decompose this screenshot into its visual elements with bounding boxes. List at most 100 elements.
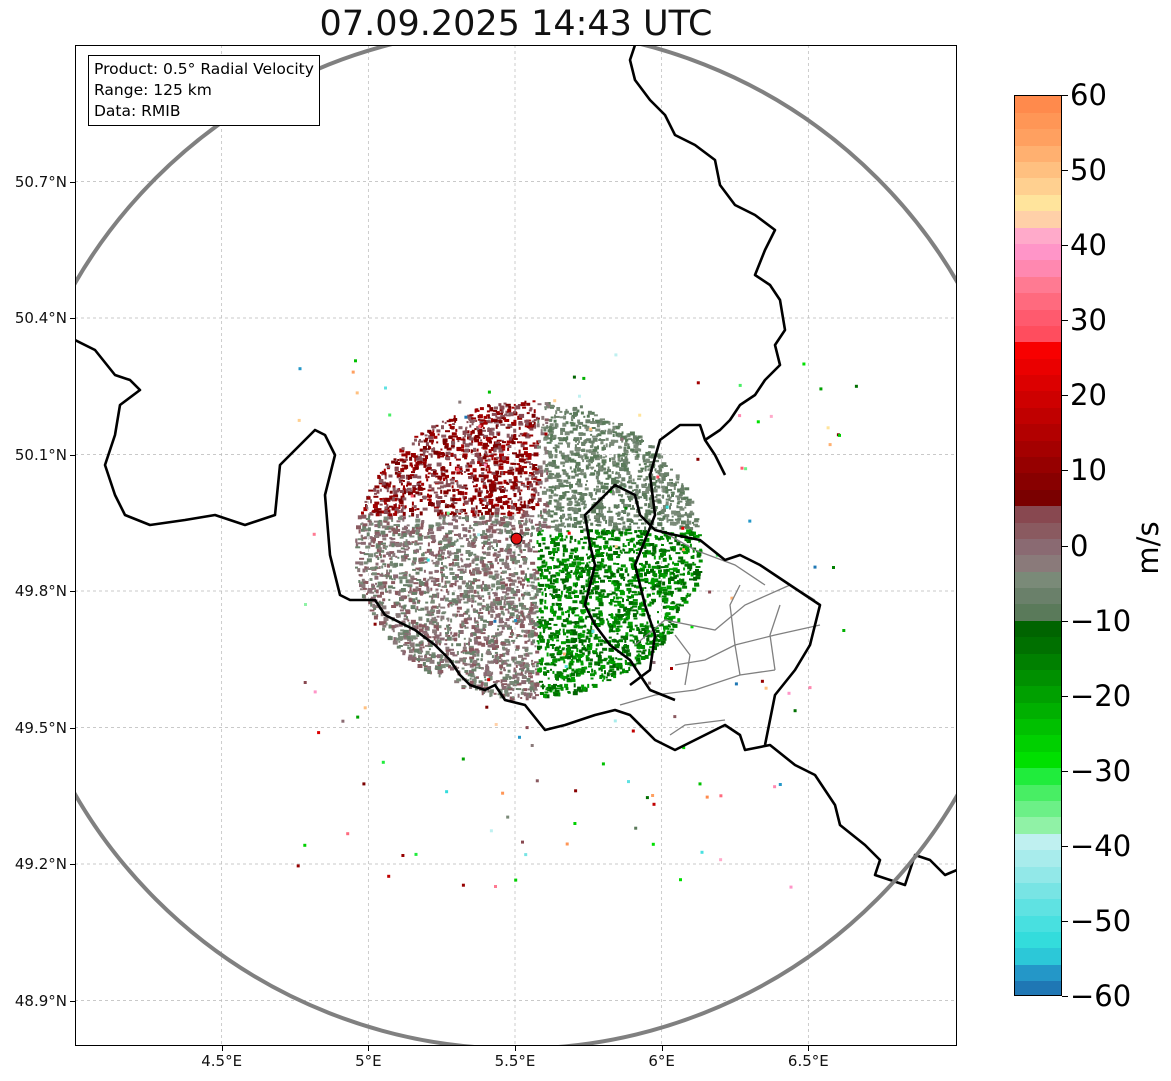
- echo-pixel: [596, 517, 600, 521]
- echo-pixel: [366, 592, 368, 595]
- echo-pixel: [468, 614, 471, 618]
- echo-pixel: [684, 487, 690, 491]
- echo-pixel: [567, 595, 572, 599]
- echo-pixel: [505, 537, 509, 541]
- echo-pixel: [595, 475, 599, 480]
- echo-pixel: [473, 649, 479, 654]
- echo-pixel: [428, 453, 433, 456]
- echo-pixel: [408, 649, 413, 654]
- echo-pixel: [554, 673, 559, 678]
- echo-pixel: [466, 462, 470, 465]
- echo-pixel: [423, 458, 427, 462]
- echo-pixel: [499, 653, 504, 657]
- echo-pixel: [543, 486, 546, 489]
- echo-pixel: [646, 568, 649, 573]
- echo-pixel: [487, 688, 490, 693]
- echo-pixel: [436, 606, 439, 609]
- echo-pixel: [522, 441, 528, 445]
- echo-pixel: [444, 445, 449, 449]
- echo-pixel: [405, 489, 409, 494]
- echo-pixel: [511, 639, 516, 642]
- echo-pixel: [679, 507, 685, 511]
- echo-pixel: [604, 564, 607, 567]
- echo-pixel: [471, 625, 477, 630]
- echo-pixel: [432, 618, 438, 622]
- echo-pixel: [654, 460, 659, 463]
- echo-pixel: [381, 574, 386, 577]
- echo-pixel: [537, 492, 540, 496]
- echo-pixel: [654, 627, 659, 630]
- echo-pixel: [466, 608, 470, 613]
- echo-pixel: [575, 668, 580, 672]
- echo-pixel: [613, 616, 618, 621]
- echo-pixel: [648, 651, 651, 656]
- echo-pixel: [486, 410, 490, 413]
- echo-pixel: [507, 625, 512, 630]
- echo-pixel: [568, 554, 573, 559]
- echo-pixel: [505, 559, 508, 564]
- echo-pixel: [373, 540, 376, 543]
- echo-pixel: [426, 610, 432, 615]
- echo-pixel: [468, 589, 474, 593]
- echo-pixel: [606, 618, 609, 621]
- echo-pixel: [682, 582, 686, 586]
- echo-pixel: [517, 672, 522, 676]
- echo-pixel: [669, 505, 671, 510]
- echo-pixel: [499, 624, 505, 627]
- echo-pixel: [598, 439, 604, 441]
- echo-pixel: [455, 602, 459, 606]
- echo-pixel: [456, 610, 460, 613]
- echo-pixel: [676, 574, 679, 578]
- echo-pixel: [602, 537, 606, 540]
- echo-pixel: [518, 520, 524, 522]
- echo-pixel: [447, 626, 451, 631]
- echo-pixel: [461, 523, 465, 526]
- echo-pixel: [426, 618, 430, 623]
- echo-pixel: [537, 480, 543, 485]
- echo-pixel: [645, 489, 650, 494]
- echo-pixel: [496, 587, 499, 591]
- echo-pixel: [537, 568, 542, 572]
- echo-pixel: [570, 570, 573, 573]
- echo-pixel: [391, 517, 394, 522]
- echo-pixel: [549, 534, 552, 538]
- echo-pixel: [472, 512, 477, 517]
- echo-pixel: [451, 476, 455, 480]
- echo-pixel: [431, 541, 436, 544]
- echo-pixel: [435, 522, 441, 527]
- echo-pixel: [550, 514, 554, 518]
- echo-pixel: [644, 579, 649, 584]
- echo-pixel: [626, 599, 629, 602]
- echo-pixel: [458, 576, 463, 580]
- echo-pixel: [503, 402, 507, 405]
- echo-pixel: [512, 482, 518, 487]
- echo-pixel: [567, 516, 572, 520]
- echo-pixel: [484, 434, 488, 438]
- echo-pixel: [389, 561, 393, 564]
- echo-pixel: [485, 436, 491, 441]
- echo-pixel: [605, 570, 611, 573]
- echo-pixel: [515, 664, 518, 668]
- echo-pixel: [607, 474, 612, 479]
- echo-pixel: [503, 495, 508, 498]
- echo-pixel: [529, 483, 534, 488]
- echo-pixel: [492, 598, 496, 603]
- echo-pixel: [548, 456, 553, 459]
- echo-pixel: [543, 605, 546, 609]
- echo-pixel: [638, 518, 643, 521]
- echo-pixel: [471, 507, 475, 511]
- echo-pixel: [530, 641, 534, 646]
- echo-pixel: [681, 483, 684, 487]
- map-plot-area[interactable]: [75, 45, 957, 1046]
- echo-pixel: [528, 638, 531, 642]
- echo-pixel: [667, 590, 671, 594]
- echo-pixel: [636, 644, 642, 649]
- echo-pixel: [488, 500, 494, 505]
- echo-pixel: [674, 539, 678, 542]
- echo-pixel: [531, 501, 534, 504]
- echo-pixel: [479, 420, 484, 425]
- echo-pixel: [661, 586, 667, 589]
- echo-pixel: [677, 618, 681, 623]
- echo-pixel: [497, 532, 502, 535]
- echo-pixel: [359, 588, 363, 591]
